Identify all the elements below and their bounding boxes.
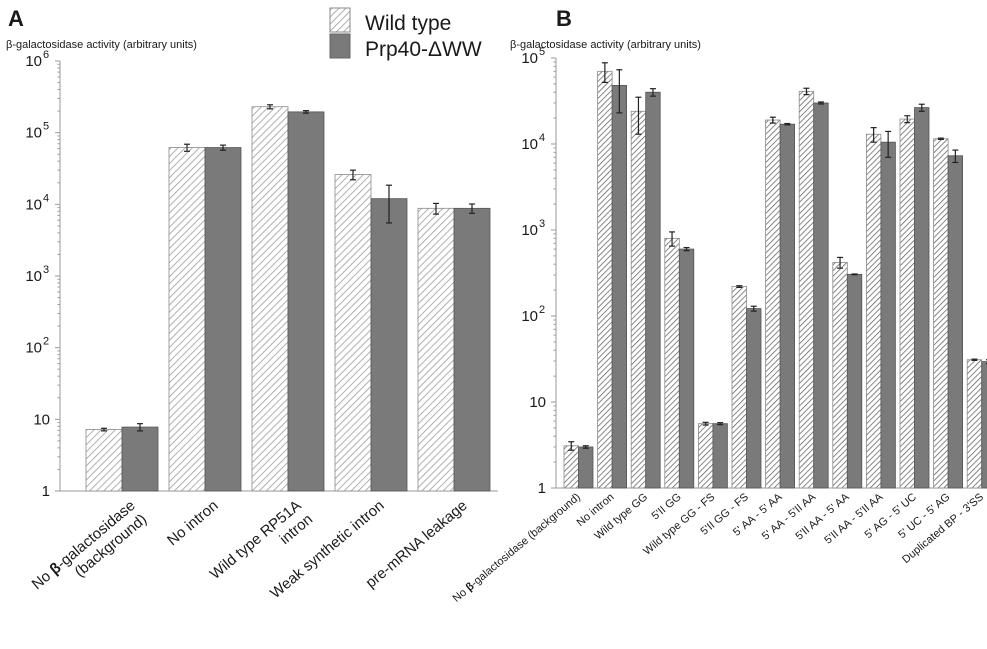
b-y-tick-exponent: 4 <box>539 132 545 144</box>
a-category-label-0: No β-galactosidase(background) <box>29 497 150 607</box>
a-bar-wild-type-1 <box>168 147 206 492</box>
panel-b-y-axis-title: β-galactosidase activity (arbitrary unit… <box>510 39 701 51</box>
b-y-tick-label: 10 <box>521 222 538 239</box>
b-y-tick-label: 1 <box>538 480 546 497</box>
panel-b-chart: B β-galactosidase activity (arbitrary un… <box>451 6 987 605</box>
b-bar-prp40-3 <box>678 248 695 489</box>
b-category-label-0: No β-galactosidase (background) <box>451 491 583 605</box>
b-bar-prp40-4 <box>712 423 728 489</box>
a-y-tick-label: 10 <box>25 268 42 285</box>
legend-swatch-wild-type <box>329 7 351 33</box>
a-y-tick-label: 1 <box>42 483 50 500</box>
b-bar-prp40-2 <box>645 91 661 489</box>
legend-swatch-prp40 <box>329 33 351 59</box>
b-bar-wild-type-11 <box>933 138 949 489</box>
a-bar-wild-type-2 <box>251 106 289 492</box>
b-category-label-9: 5'II AA - 5'II AA <box>822 491 885 547</box>
b-bar-prp40-10 <box>914 107 930 489</box>
b-bar-wild-type-4 <box>698 423 714 489</box>
b-bar-wild-type-3 <box>664 237 680 489</box>
panel-a-y-axis-title: β-galactosidase activity (arbitrary unit… <box>6 39 197 51</box>
a-bar-prp40-4 <box>453 207 491 492</box>
b-bar-prp40-9 <box>880 141 896 489</box>
b-bar-prp40-11 <box>947 155 963 489</box>
b-bar-wild-type-8 <box>832 262 848 489</box>
panel-a-letter: A <box>8 6 24 31</box>
a-category-label-1: No intron <box>164 497 222 549</box>
a-bar-prp40-3 <box>370 198 408 492</box>
b-bar-wild-type-5 <box>731 286 747 489</box>
a-y-tick-label: 10 <box>25 340 42 357</box>
panel-a-category-labels: No β-galactosidase(background) No intronW… <box>29 497 471 607</box>
a-y-tick-label: 10 <box>33 411 50 428</box>
b-bar-wild-type-7 <box>798 90 815 489</box>
b-bar-wild-type-2 <box>630 110 647 489</box>
legend-label-prp40: Prp40-ΔWW <box>365 38 482 61</box>
a-bar-prp40-2 <box>287 111 325 492</box>
b-y-tick-exponent: 3 <box>539 218 545 230</box>
a-y-tick-exponent: 5 <box>43 121 49 133</box>
legend: Wild type Prp40-ΔWW <box>329 7 482 61</box>
panel-a-bars <box>85 104 491 492</box>
a-y-tick-label: 10 <box>25 196 42 213</box>
b-y-tick-label: 10 <box>521 136 538 153</box>
panel-b-bars <box>563 62 987 489</box>
b-bar-wild-type-12 <box>966 359 983 489</box>
a-y-tick-label: 10 <box>25 53 42 70</box>
a-y-tick-label: 10 <box>25 125 42 142</box>
legend-label-wild-type: Wild type <box>365 12 451 35</box>
b-y-tick-label: 10 <box>521 50 538 67</box>
b-y-tick-label: 10 <box>529 394 546 411</box>
a-y-tick-exponent: 2 <box>43 336 49 348</box>
a-bar-wild-type-3 <box>334 174 372 492</box>
b-bar-prp40-0 <box>578 446 594 489</box>
a-bar-prp40-0 <box>121 426 159 492</box>
b-bar-prp40-7 <box>813 102 829 489</box>
b-bar-prp40-12 <box>981 361 987 489</box>
b-y-tick-label: 10 <box>521 308 538 325</box>
a-bar-wild-type-0 <box>85 429 123 492</box>
b-y-tick-exponent: 5 <box>539 46 545 58</box>
a-y-tick-exponent: 4 <box>43 192 49 204</box>
b-bar-prp40-6 <box>779 123 795 489</box>
b-bar-wild-type-10 <box>899 118 915 489</box>
b-bar-prp40-1 <box>611 85 627 489</box>
a-y-tick-exponent: 3 <box>43 264 49 276</box>
b-bar-wild-type-0 <box>563 445 579 489</box>
panel-b-category-labels: No β-galactosidase (background)No intron… <box>451 491 987 605</box>
b-bar-prp40-8 <box>846 273 863 489</box>
a-bar-prp40-1 <box>204 147 242 492</box>
a-bar-wild-type-4 <box>417 207 455 492</box>
b-bar-wild-type-9 <box>866 133 882 489</box>
b-bar-wild-type-6 <box>765 119 781 489</box>
b-bar-prp40-5 <box>746 308 762 489</box>
b-bar-wild-type-1 <box>597 70 613 489</box>
b-y-tick-exponent: 2 <box>539 304 545 316</box>
a-y-tick-exponent: 6 <box>43 49 49 61</box>
panel-a-chart: A β-galactosidase activity (arbitrary un… <box>6 6 498 607</box>
panel-b-letter: B <box>556 6 572 31</box>
